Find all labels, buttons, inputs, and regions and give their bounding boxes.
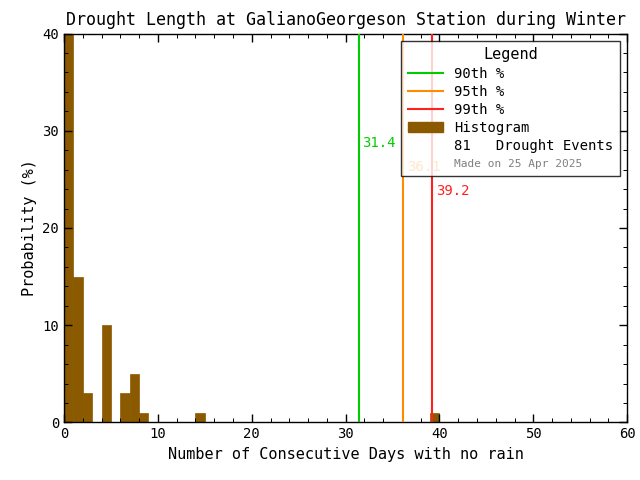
Legend: 90th %, 95th %, 99th %, Histogram, 81   Drought Events, Made on 25 Apr 2025: 90th %, 95th %, 99th %, Histogram, 81 Dr… [401,40,620,176]
Text: 31.4: 31.4 [362,136,396,150]
Y-axis label: Probability (%): Probability (%) [22,159,37,297]
X-axis label: Number of Consecutive Days with no rain: Number of Consecutive Days with no rain [168,447,524,462]
Bar [130,374,139,422]
Bar [64,34,74,422]
Title: Drought Length at GalianoGeorgeson Station during Winter: Drought Length at GalianoGeorgeson Stati… [66,11,626,29]
Bar [195,413,205,422]
Bar [430,413,440,422]
Bar [102,325,111,422]
Bar [120,393,130,422]
Bar [74,276,83,422]
Bar [139,413,148,422]
Bar [83,393,92,422]
Text: 36.1: 36.1 [406,160,440,174]
Text: 39.2: 39.2 [436,184,469,198]
